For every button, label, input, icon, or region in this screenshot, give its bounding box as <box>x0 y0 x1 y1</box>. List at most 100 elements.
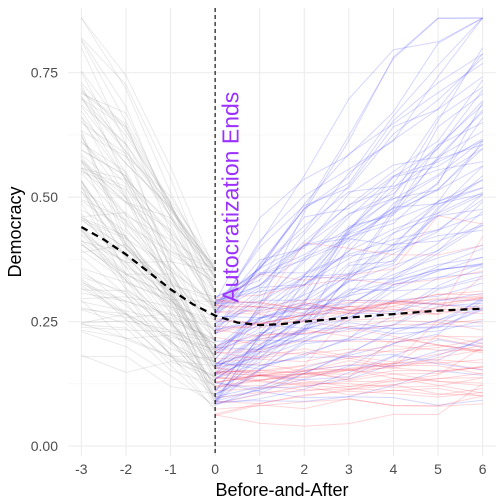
series-after-rising-11 <box>215 353 483 371</box>
y-axis-title: Democracy <box>5 186 25 277</box>
series-before-8 <box>81 160 216 352</box>
series-before-78 <box>81 326 216 351</box>
series-after-flat-17 <box>214 215 483 307</box>
series-before-46 <box>80 184 216 400</box>
series-before-60 <box>81 200 216 303</box>
series-before-29 <box>81 331 216 406</box>
series-before-63 <box>81 287 216 411</box>
series-before-64 <box>80 110 216 359</box>
series-after-flat-8 <box>215 345 483 363</box>
series-after-rising-32 <box>214 102 484 349</box>
series-after-rising-59 <box>215 396 483 406</box>
series-after-rising-55 <box>214 148 483 360</box>
series-before-76 <box>81 301 216 340</box>
series-after-flat-22 <box>215 275 483 315</box>
series-after-rising-41 <box>214 222 483 366</box>
series-after-rising-31 <box>214 93 483 399</box>
series-after-rising-20 <box>214 208 483 314</box>
series-after-rising-16 <box>214 148 483 402</box>
series-after-flat-23 <box>214 319 483 350</box>
series-before-84 <box>81 170 216 281</box>
series-before-21 <box>81 249 216 327</box>
series-after-rising-27 <box>214 47 484 403</box>
series-before-83 <box>80 160 216 370</box>
series-before-51 <box>81 230 216 346</box>
x-tick-label: 3 <box>345 461 353 477</box>
series-before-89 <box>81 309 216 367</box>
series-after-rising-68 <box>215 342 483 389</box>
series-before-20 <box>81 142 216 342</box>
x-tick-label: 5 <box>434 461 442 477</box>
series-after-flat-29 <box>215 337 483 379</box>
series-after-rising-61 <box>214 122 483 355</box>
series-before-97 <box>81 218 216 331</box>
series-after-rising-37 <box>215 299 483 331</box>
series-after-flat-19 <box>215 297 483 373</box>
average-line <box>80 226 483 327</box>
series-before-40 <box>81 191 216 364</box>
series-before-57 <box>81 300 216 397</box>
series-after-rising-1 <box>214 139 483 353</box>
series-after-rising-50 <box>214 17 483 375</box>
series-after-flat-0 <box>215 299 483 312</box>
series-before-99 <box>81 296 216 321</box>
series-before-52 <box>81 187 216 270</box>
series-after-rising-19 <box>214 224 483 368</box>
series-after-rising-30 <box>214 213 483 305</box>
series-after-rising-52 <box>214 211 483 366</box>
series-before-50 <box>80 186 216 404</box>
series-before-98 <box>81 233 216 272</box>
y-tick-label: 0.25 <box>31 314 58 330</box>
x-axis-ticks: -3 -2 -1 0 1 2 3 4 5 6 <box>75 461 487 477</box>
series-before-90 <box>81 322 216 355</box>
series-after-rising-47 <box>214 201 483 375</box>
series-after-flat-3 <box>215 364 483 381</box>
series-before-106 <box>81 313 216 350</box>
series-after-rising-42 <box>214 297 483 406</box>
series-after-flat-32 <box>214 318 483 347</box>
after-series <box>214 17 484 427</box>
series-before-33 <box>81 217 216 350</box>
series-after-flat-15 <box>215 297 483 329</box>
series-after-rising-58 <box>214 140 484 396</box>
series-before-23 <box>81 276 216 364</box>
series-before-1 <box>81 285 216 362</box>
series-before-94 <box>81 227 216 377</box>
series-after-rising-60 <box>214 165 483 356</box>
series-before-6 <box>81 167 216 271</box>
series-before-27 <box>81 220 216 351</box>
series-after-flat-2 <box>215 334 483 389</box>
series-after-flat-30 <box>215 344 483 363</box>
series-after-flat-27 <box>215 375 483 388</box>
series-before-16 <box>81 172 216 321</box>
series-before-105 <box>80 17 216 278</box>
series-after-flat-16 <box>215 369 483 384</box>
series-before-0 <box>80 180 216 398</box>
series-before-48 <box>80 95 216 367</box>
series-after-flat-13 <box>215 390 483 405</box>
series-before-71 <box>80 134 216 381</box>
x-tick-label: 0 <box>211 461 219 477</box>
series-after-rising-14 <box>215 300 483 400</box>
series-before-92 <box>80 228 216 387</box>
series-after-rising-8 <box>214 53 483 313</box>
series-after-flat-1 <box>214 372 483 415</box>
series-after-rising-71 <box>214 299 483 404</box>
series-after-rising-84 <box>214 17 483 315</box>
series-after-rising-28 <box>214 337 483 395</box>
series-before-18 <box>81 98 216 281</box>
series-before-24 <box>81 273 216 387</box>
series-before-85 <box>80 70 216 295</box>
series-after-flat-43 <box>215 319 483 384</box>
series-before-87 <box>81 283 216 377</box>
series-before-49 <box>81 130 216 270</box>
series-after-rising-9 <box>214 292 483 375</box>
series-after-rising-66 <box>214 339 483 398</box>
y-tick-label: 0.50 <box>31 189 58 205</box>
x-tick-label: -3 <box>75 461 88 477</box>
series-after-rising-79 <box>215 224 483 304</box>
x-tick-label: -2 <box>120 461 133 477</box>
series-before-25 <box>80 116 216 360</box>
series-after-rising-65 <box>214 194 483 334</box>
